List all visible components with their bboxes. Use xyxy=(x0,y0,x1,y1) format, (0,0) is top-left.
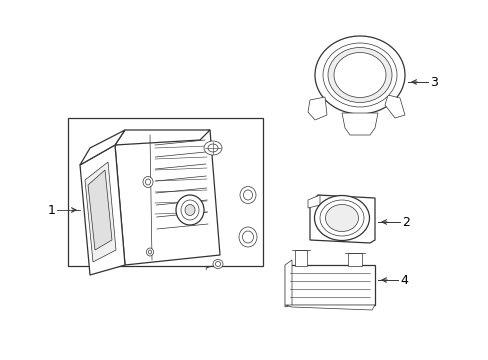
Ellipse shape xyxy=(240,186,256,203)
Ellipse shape xyxy=(203,141,222,155)
Ellipse shape xyxy=(239,227,257,247)
Bar xyxy=(68,118,263,266)
Polygon shape xyxy=(285,305,374,310)
Ellipse shape xyxy=(325,204,358,231)
Polygon shape xyxy=(115,130,209,145)
Polygon shape xyxy=(80,130,125,165)
Ellipse shape xyxy=(207,144,218,152)
Ellipse shape xyxy=(176,195,203,225)
Ellipse shape xyxy=(142,176,153,188)
Polygon shape xyxy=(80,145,125,275)
Ellipse shape xyxy=(181,200,199,220)
Polygon shape xyxy=(85,162,116,262)
Bar xyxy=(347,253,361,266)
Ellipse shape xyxy=(314,36,404,114)
Polygon shape xyxy=(384,95,404,118)
Bar xyxy=(294,250,306,266)
Ellipse shape xyxy=(242,231,253,243)
Ellipse shape xyxy=(146,248,153,256)
Ellipse shape xyxy=(184,204,195,216)
Polygon shape xyxy=(285,260,291,307)
Text: 4: 4 xyxy=(399,274,407,287)
Polygon shape xyxy=(88,170,112,250)
Ellipse shape xyxy=(145,179,150,185)
Ellipse shape xyxy=(333,53,385,98)
Ellipse shape xyxy=(243,190,252,200)
Ellipse shape xyxy=(215,261,220,266)
Ellipse shape xyxy=(319,200,363,236)
Ellipse shape xyxy=(327,48,391,103)
Polygon shape xyxy=(115,130,220,265)
Text: 1: 1 xyxy=(48,203,56,216)
Text: 3: 3 xyxy=(429,76,437,89)
Ellipse shape xyxy=(148,250,151,254)
Ellipse shape xyxy=(323,43,396,107)
Ellipse shape xyxy=(314,195,369,240)
Polygon shape xyxy=(309,195,374,243)
Polygon shape xyxy=(307,97,326,120)
Polygon shape xyxy=(341,113,377,135)
Polygon shape xyxy=(307,195,319,208)
Ellipse shape xyxy=(213,260,223,269)
Text: 2: 2 xyxy=(401,216,409,229)
Bar xyxy=(285,265,374,305)
